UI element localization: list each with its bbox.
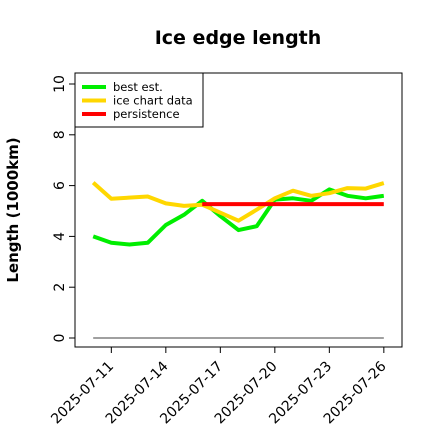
- plot-frame: [74, 72, 403, 348]
- y-tick-label: 8: [52, 130, 68, 139]
- x-axis-ticks: 2025-07-112025-07-142025-07-172025-07-20…: [48, 347, 390, 427]
- y-axis-label: Length (1000km): [4, 137, 22, 282]
- y-axis-ticks: 0 2 4 6 8 10: [52, 75, 75, 342]
- chart-title: Ice edge length: [155, 27, 322, 49]
- y-tick-label: 6: [52, 181, 68, 190]
- y-tick-label: 0: [52, 334, 68, 343]
- y-tick-label: 2: [52, 283, 68, 292]
- legend-label: persistence: [113, 107, 180, 121]
- y-tick-label: 4: [52, 232, 68, 241]
- plot-lines: [91, 181, 385, 339]
- legend-label: ice chart data: [113, 94, 193, 108]
- y-tick-label: 10: [52, 75, 68, 93]
- legend-label: best est.: [113, 80, 163, 94]
- series-line-ice-chart-data: [91, 181, 385, 223]
